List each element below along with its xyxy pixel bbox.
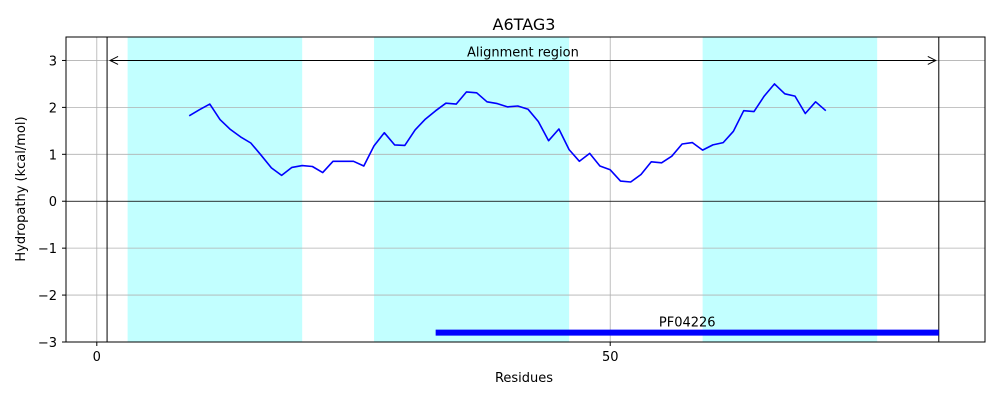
x-tick-label-1: 50 <box>602 350 619 365</box>
alignment-arrow-right-head <box>927 56 937 65</box>
alignment-arrow-left-head <box>108 56 119 65</box>
membrane-regions <box>127 37 878 342</box>
y-tick-label-1: −2 <box>38 289 57 304</box>
y-tick-label-2: −1 <box>38 242 57 257</box>
y-tick-label-5: 2 <box>49 101 57 116</box>
plot-frame <box>65 36 986 343</box>
y-axis-label: Hydropathy (kcal/mol) <box>14 116 29 261</box>
x-axis-label: Residues <box>495 371 553 386</box>
y-tick-label-4: 1 <box>49 148 57 163</box>
hydropathy-series <box>188 83 827 183</box>
axes: 0 50 −3 −2 −1 0 1 2 3 <box>38 36 986 365</box>
x-tick-label-0: 0 <box>93 350 101 365</box>
chart-title: A6TAG3 <box>493 15 556 34</box>
y-tick-label-6: 3 <box>49 54 57 69</box>
domain-label: PF04226 <box>659 316 716 331</box>
membrane-region-1 <box>127 37 303 342</box>
alignment-boundaries <box>106 37 940 342</box>
membrane-region-2 <box>374 37 570 342</box>
domain-annotation: PF04226 <box>435 316 939 336</box>
membrane-region-3 <box>702 37 878 342</box>
y-tick-label-3: 0 <box>49 195 57 210</box>
alignment-label: Alignment region <box>467 45 579 60</box>
alignment-annotation: Alignment region <box>108 45 937 65</box>
hydropathy-line <box>188 83 827 183</box>
y-tick-label-0: −3 <box>38 336 57 351</box>
